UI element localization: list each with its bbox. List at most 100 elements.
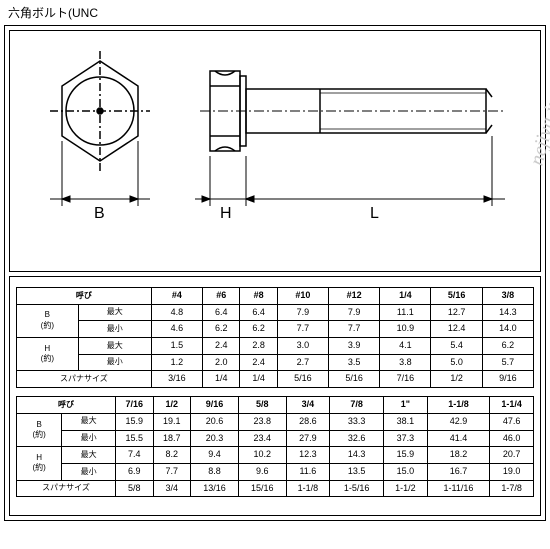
val-cell: 18.7 [153,430,191,447]
val-cell: 7.7 [153,463,191,480]
val-cell: 41.4 [427,430,490,447]
table-row: スパナサイズ 3/16 1/4 1/4 5/16 5/16 7/16 1/2 9… [17,371,534,388]
val-cell: 5/8 [115,480,153,497]
val-cell: 23.8 [238,413,286,430]
val-cell: 19.1 [153,413,191,430]
val-cell: 8.2 [153,447,191,464]
val-cell: 1/4 [240,371,277,388]
val-cell: 4.8 [151,304,202,321]
val-cell: 1-11/16 [427,480,490,497]
val-cell: 10.2 [238,447,286,464]
size-cell: 1/2 [153,397,191,414]
size-cell: 1-1/4 [490,397,534,414]
tables-area: 呼び #4 #6 #8 #10 #12 1/4 5/16 3/8 B(約) 最大… [9,276,541,516]
table-row: H(約) 最大 7.4 8.2 9.4 10.2 12.3 14.3 15.9 … [17,447,534,464]
val-cell: 2.0 [203,354,240,371]
val-cell: 5/16 [277,371,328,388]
val-cell: 20.7 [490,447,534,464]
val-cell: 2.4 [203,338,240,355]
val-cell: 3/4 [153,480,191,497]
size-cell: 1/4 [380,288,431,305]
val-cell: 47.6 [490,413,534,430]
val-cell: 7.7 [277,321,328,338]
val-cell: 5.7 [482,354,533,371]
val-cell: 7/16 [380,371,431,388]
spec-table-1: 呼び #4 #6 #8 #10 #12 1/4 5/16 3/8 B(約) 最大… [16,287,534,388]
val-cell: 13/16 [191,480,239,497]
val-cell: 14.3 [482,304,533,321]
val-cell: 15.0 [384,463,428,480]
val-cell: 37.3 [384,430,428,447]
val-cell: 3.0 [277,338,328,355]
dim-label-l: L [370,205,379,223]
content-frame: B H L nejiya.jp 呼び #4 #6 #8 #10 #12 1/4 … [4,25,546,521]
group-b: B(約) [17,304,79,337]
val-cell: 3/16 [151,371,202,388]
group-b: B(約) [17,413,62,446]
diagram-area: B H L [9,30,541,272]
val-cell: 1-5/16 [330,480,384,497]
dim-label-h: H [220,205,232,223]
size-cell: 5/8 [238,397,286,414]
val-cell: 8.8 [191,463,239,480]
table-row: 最小 6.9 7.7 8.8 9.6 11.6 13.5 15.0 16.7 1… [17,463,534,480]
size-cell: 1" [384,397,428,414]
spanner-label: スパナサイズ [17,371,152,388]
table-row: H(約) 最大 1.5 2.4 2.8 3.0 3.9 4.1 5.4 6.2 [17,338,534,355]
val-cell: 28.6 [286,413,330,430]
val-cell: 15.9 [115,413,153,430]
val-cell: 14.3 [330,447,384,464]
size-cell: 9/16 [191,397,239,414]
val-cell: 6.2 [240,321,277,338]
val-cell: 11.6 [286,463,330,480]
val-cell: 3.8 [380,354,431,371]
sub-max: 最大 [78,338,151,355]
table-row: B(約) 最大 15.9 19.1 20.6 23.8 28.6 33.3 38… [17,413,534,430]
size-cell: 3/4 [286,397,330,414]
table-row: 呼び 7/16 1/2 9/16 5/8 3/4 7/8 1" 1-1/8 1-… [17,397,534,414]
size-cell: 1-1/8 [427,397,490,414]
val-cell: 4.6 [151,321,202,338]
val-cell: 12.4 [431,321,482,338]
val-cell: 9/16 [482,371,533,388]
val-cell: 20.3 [191,430,239,447]
val-cell: 11.1 [380,304,431,321]
val-cell: 27.9 [286,430,330,447]
val-cell: 1/4 [203,371,240,388]
page-title: 六角ボルト(UNC [0,0,550,25]
val-cell: 42.9 [427,413,490,430]
val-cell: 5.4 [431,338,482,355]
size-cell: #8 [240,288,277,305]
header-yobi: 呼び [17,288,152,305]
val-cell: 2.7 [277,354,328,371]
size-cell: #4 [151,288,202,305]
val-cell: 5.0 [431,354,482,371]
val-cell: 7.4 [115,447,153,464]
val-cell: 6.9 [115,463,153,480]
val-cell: 1.2 [151,354,202,371]
val-cell: 1/2 [431,371,482,388]
val-cell: 20.6 [191,413,239,430]
val-cell: 33.3 [330,413,384,430]
sub-min: 最小 [62,463,116,480]
val-cell: 10.9 [380,321,431,338]
val-cell: 6.2 [482,338,533,355]
val-cell: 7.7 [329,321,380,338]
size-cell: 5/16 [431,288,482,305]
val-cell: 12.3 [286,447,330,464]
dim-label-b: B [94,205,105,223]
table-row: 最小 15.5 18.7 20.3 23.4 27.9 32.6 37.3 41… [17,430,534,447]
val-cell: 1-1/8 [286,480,330,497]
val-cell: 4.1 [380,338,431,355]
val-cell: 14.0 [482,321,533,338]
val-cell: 6.4 [203,304,240,321]
val-cell: 3.5 [329,354,380,371]
val-cell: 1-7/8 [490,480,534,497]
val-cell: 15.5 [115,430,153,447]
spanner-label: スパナサイズ [17,480,116,497]
val-cell: 12.7 [431,304,482,321]
val-cell: 6.4 [240,304,277,321]
table-row: 呼び #4 #6 #8 #10 #12 1/4 5/16 3/8 [17,288,534,305]
size-cell: 7/8 [330,397,384,414]
val-cell: 46.0 [490,430,534,447]
